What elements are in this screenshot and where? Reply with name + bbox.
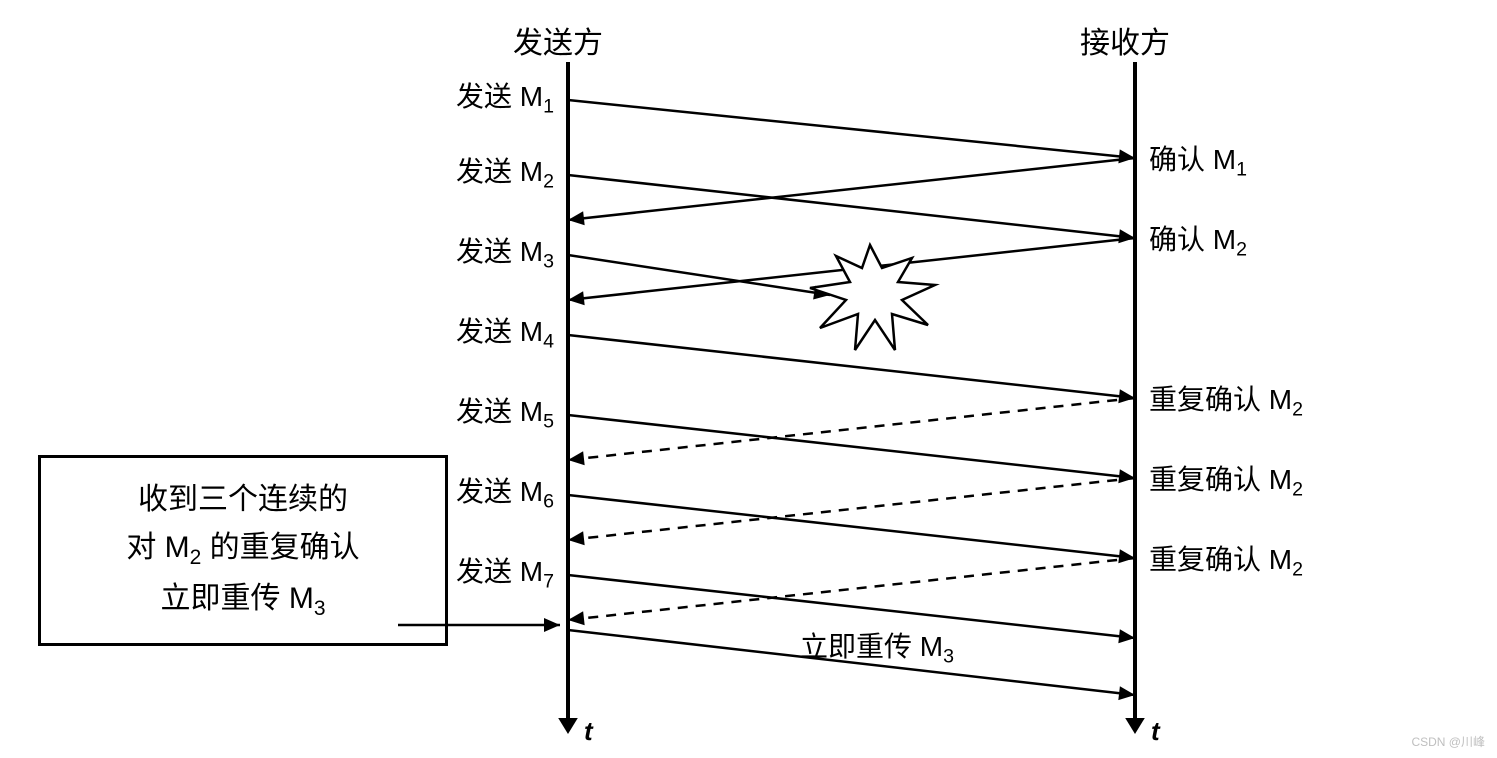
receiver-event-4: 重复确认 M2 [1149, 538, 1303, 582]
sender-event-5: 发送 M6 [456, 470, 554, 514]
sender-event-1: 发送 M2 [456, 150, 554, 194]
sender-event-4: 发送 M5 [456, 390, 554, 434]
receiver-event-1: 确认 M2 [1149, 218, 1247, 262]
watermark: CSDN @川峰 [1411, 733, 1485, 750]
receiver-event-0: 确认 M1 [1149, 138, 1247, 182]
receiver-event-3: 重复确认 M2 [1149, 458, 1303, 502]
sender-event-3: 发送 M4 [456, 310, 554, 354]
diagram-canvas: 发送方 接收方 收到三个连续的 对 M2 的重复确认 立即重传 M3 t t 立… [0, 0, 1497, 758]
sender-event-0: 发送 M1 [456, 75, 554, 119]
sender-event-6: 发送 M7 [456, 550, 554, 594]
sender-event-2: 发送 M3 [456, 230, 554, 274]
receiver-event-2: 重复确认 M2 [1149, 378, 1303, 422]
